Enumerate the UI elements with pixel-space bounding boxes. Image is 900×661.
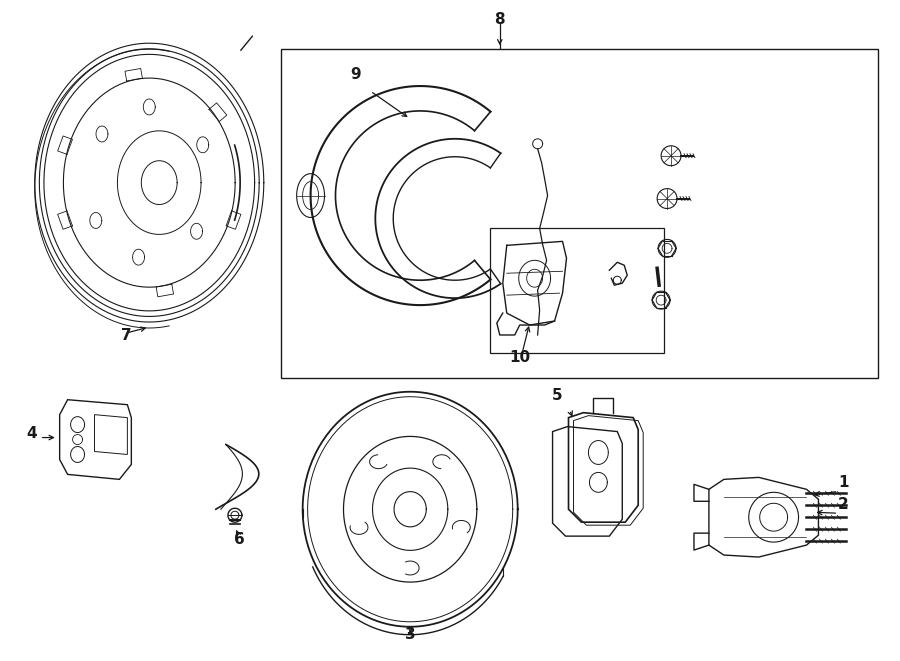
Text: 8: 8 — [494, 12, 505, 27]
Text: 10: 10 — [509, 350, 530, 365]
Text: 9: 9 — [350, 67, 361, 82]
Text: 7: 7 — [122, 328, 131, 343]
Text: 1: 1 — [838, 475, 849, 490]
Text: 6: 6 — [233, 532, 244, 547]
Text: 2: 2 — [838, 497, 849, 512]
Bar — [490, 229, 664, 353]
Bar — [281, 49, 878, 378]
Text: 4: 4 — [26, 426, 37, 440]
Text: 3: 3 — [405, 627, 416, 642]
Text: 5: 5 — [553, 388, 562, 403]
